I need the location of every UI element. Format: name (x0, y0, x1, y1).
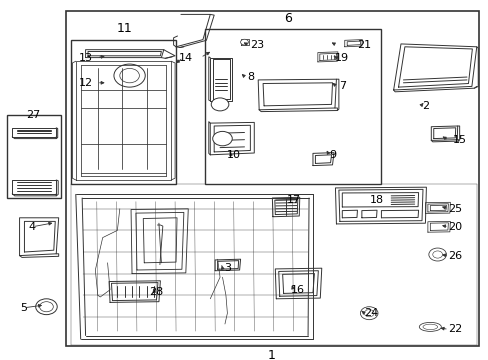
Circle shape (360, 307, 377, 320)
Text: 18: 18 (369, 195, 383, 205)
Text: 12: 12 (79, 78, 92, 88)
Text: 9: 9 (328, 150, 335, 160)
Text: 2: 2 (421, 101, 428, 111)
Circle shape (240, 39, 248, 45)
Text: 1: 1 (267, 349, 275, 360)
Text: 25: 25 (447, 204, 461, 214)
Ellipse shape (422, 324, 437, 330)
Text: 14: 14 (179, 53, 192, 63)
Circle shape (432, 251, 442, 258)
Text: 3: 3 (224, 263, 230, 273)
Text: 19: 19 (335, 53, 348, 63)
Circle shape (114, 64, 145, 87)
Bar (66, 11, 478, 346)
Circle shape (36, 299, 57, 315)
Text: 28: 28 (149, 287, 163, 297)
Circle shape (120, 68, 139, 83)
Bar (71, 40, 176, 184)
Circle shape (428, 248, 446, 261)
Text: 20: 20 (447, 222, 461, 232)
Text: 27: 27 (26, 110, 41, 120)
Circle shape (364, 310, 373, 317)
Text: 7: 7 (338, 81, 345, 91)
Circle shape (211, 98, 228, 111)
Text: 16: 16 (291, 285, 305, 295)
Text: 4: 4 (28, 222, 35, 232)
Circle shape (212, 131, 232, 146)
Text: 13: 13 (79, 53, 92, 63)
Text: 24: 24 (364, 308, 378, 318)
Bar (205, 29, 381, 184)
Text: 22: 22 (447, 324, 461, 334)
Text: 17: 17 (286, 195, 300, 205)
Text: 15: 15 (452, 135, 466, 145)
Circle shape (40, 302, 53, 312)
Text: 23: 23 (249, 40, 263, 50)
Text: 26: 26 (447, 251, 461, 261)
Ellipse shape (418, 323, 440, 331)
Text: 11: 11 (117, 22, 132, 35)
Text: 6: 6 (284, 12, 292, 24)
Text: 21: 21 (357, 40, 370, 50)
Text: 8: 8 (246, 72, 253, 82)
Bar (7, 115, 61, 198)
Text: 10: 10 (226, 150, 240, 160)
Text: 5: 5 (20, 303, 27, 313)
